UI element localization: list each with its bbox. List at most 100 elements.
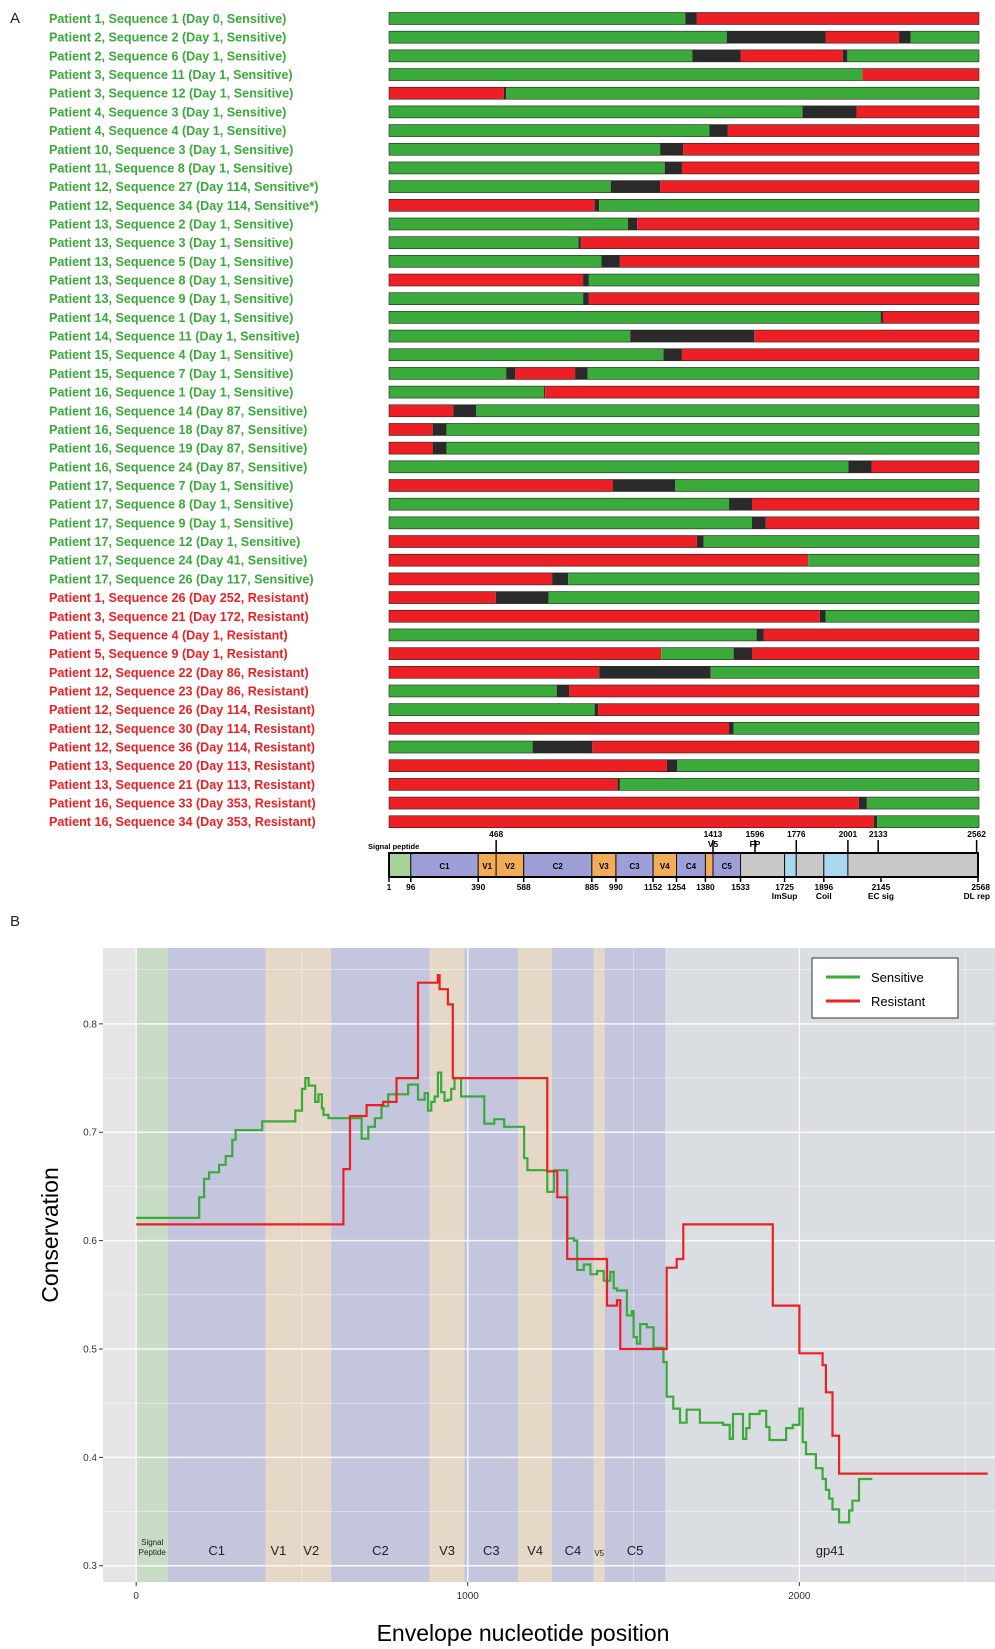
- genome-bottom-label: 990: [609, 882, 623, 892]
- genome-bottom-label: 1533: [731, 882, 750, 892]
- sequence-row: Patient 13, Sequence 9 (Day 1, Sensitive…: [49, 292, 980, 306]
- bar-segment-resistant: [763, 628, 979, 641]
- bar-segment-resistant: [660, 180, 979, 193]
- sequence-row: Patient 2, Sequence 2 (Day 1, Sensitive): [49, 30, 980, 45]
- genome-segment: [740, 852, 786, 878]
- y-tick-label: 0.8: [83, 1019, 97, 1030]
- bar-segment-sensitive: [389, 180, 611, 193]
- row-label: Patient 3, Sequence 12 (Day 1, Sensitive…: [49, 87, 293, 101]
- bar-segment-sensitive: [389, 292, 584, 305]
- bar-segment-resistant: [389, 479, 614, 492]
- bar-outline: [388, 665, 980, 679]
- bar-outline: [388, 572, 980, 586]
- region-label: V3: [439, 1543, 455, 1558]
- x-axis-title: Envelope nucleotide position: [377, 1620, 670, 1646]
- row-label: Patient 17, Sequence 9 (Day 1, Sensitive…: [49, 516, 293, 530]
- sequence-row: Patient 15, Sequence 7 (Day 1, Sensitive…: [49, 367, 980, 381]
- bar-outline: [388, 516, 980, 530]
- genome-segment-label: C4: [686, 862, 697, 871]
- bar-outline: [388, 441, 980, 455]
- bar-outline: [388, 460, 980, 474]
- bar-outline: [388, 740, 980, 754]
- panel-a: A Patient 1, Sequence 1 (Day 0, Sensitiv…: [10, 10, 990, 901]
- bar-segment-resistant: [389, 778, 618, 791]
- y-tick-label: 0.6: [83, 1236, 97, 1247]
- sequence-row: Patient 16, Sequence 19 (Day 87, Sensiti…: [49, 441, 980, 456]
- signal-peptide-label: Signal peptide: [368, 842, 419, 851]
- genome-bottom-label: Coil: [816, 891, 832, 901]
- row-label: Patient 17, Sequence 12 (Day 1, Sensitiv…: [49, 535, 300, 549]
- sequence-row: Patient 13, Sequence 5 (Day 1, Sensitive…: [49, 255, 980, 269]
- bar-segment-sensitive: [389, 311, 881, 324]
- region-label: C5: [627, 1543, 644, 1558]
- bar-segment-sensitive: [389, 236, 579, 249]
- row-label: Patient 1, Sequence 26 (Day 252, Resista…: [49, 591, 309, 605]
- genome-segment-label: V3: [599, 862, 609, 871]
- series-line-sensitive: [136, 1071, 873, 1524]
- bar-segment-sensitive: [389, 49, 693, 62]
- bar-segment-sensitive: [619, 778, 979, 791]
- row-label: Patient 11, Sequence 8 (Day 1, Sensitive…: [49, 161, 293, 175]
- bar-segment-resistant: [871, 460, 979, 473]
- genome-segment: [591, 852, 617, 878]
- bar-outline: [388, 311, 980, 324]
- bar-segment-gap: [532, 741, 593, 754]
- bar-segment-resistant: [389, 274, 584, 287]
- bar-segment-sensitive: [389, 31, 727, 44]
- bar-segment-gap: [594, 703, 599, 716]
- sequence-row: Patient 17, Sequence 24 (Day 41, Sensiti…: [49, 553, 980, 568]
- genome-bottom-label: 2145: [872, 882, 891, 892]
- sequence-row: Patient 1, Sequence 1 (Day 0, Sensitive): [49, 12, 980, 26]
- bar-outline: [388, 759, 980, 773]
- bar-segment-gap: [692, 49, 741, 62]
- region-label: V2: [303, 1543, 319, 1558]
- bar-segment-resistant: [389, 815, 874, 828]
- sequence-row: Patient 12, Sequence 36 (Day 114, Resist…: [49, 740, 980, 755]
- bar-outline: [388, 553, 980, 567]
- bar-segment-resistant: [389, 722, 730, 735]
- genome-segment-label: C1: [439, 862, 450, 871]
- sequence-row: Patient 11, Sequence 8 (Day 1, Sensitive…: [49, 161, 980, 175]
- row-label: Patient 17, Sequence 24 (Day 41, Sensiti…: [49, 554, 307, 568]
- region-label: V1: [270, 1543, 286, 1558]
- bar-segment-resistant: [681, 161, 979, 174]
- bar-segment-gap: [756, 628, 764, 641]
- bar-segment-gap: [848, 460, 872, 473]
- row-label: Patient 17, Sequence 26 (Day 117, Sensit…: [49, 572, 314, 586]
- bar-segment-sensitive: [389, 498, 730, 511]
- bar-outline: [388, 180, 980, 193]
- bar-segment-resistant: [389, 591, 496, 604]
- bar-segment-resistant: [740, 49, 843, 62]
- bar-segment-gap: [899, 31, 911, 44]
- bar-outline: [388, 348, 980, 362]
- bar-outline: [388, 385, 980, 399]
- y-tick-label: 0.4: [83, 1453, 97, 1464]
- bar-segment-gap: [696, 535, 704, 548]
- bar-segment-gap: [819, 610, 826, 623]
- row-label: Patient 10, Sequence 3 (Day 1, Sensitive…: [49, 143, 293, 157]
- bar-segment-sensitive: [808, 554, 979, 567]
- axes: 0.3 0.4 0.5 0.6 0.7 0.8 0 1000 2000: [83, 1019, 811, 1602]
- sequence-row: Patient 17, Sequence 8 (Day 1, Sensitive…: [49, 498, 980, 512]
- bar-segment-resistant: [389, 87, 504, 100]
- sequence-row: Patient 13, Sequence 3 (Day 1, Sensitive…: [49, 236, 980, 250]
- genome-bottom-label: 885: [585, 882, 599, 892]
- sequence-row: Patient 17, Sequence 12 (Day 1, Sensitiv…: [49, 535, 980, 549]
- bar-segment-resistant: [580, 236, 979, 249]
- sequence-row: Patient 12, Sequence 22 (Day 86, Resista…: [49, 665, 980, 680]
- bar-segment-resistant: [882, 311, 979, 324]
- bar-outline: [388, 30, 980, 44]
- sequence-row: Patient 14, Sequence 11 (Day 1, Sensitiv…: [49, 330, 980, 344]
- bar-outline: [388, 255, 980, 268]
- region-band: [136, 948, 168, 1582]
- bar-segment-resistant: [389, 759, 667, 772]
- sequence-row: Patient 13, Sequence 20 (Day 113, Resist…: [49, 759, 980, 773]
- bar-segment-resistant: [515, 367, 576, 380]
- genome-bottom-label: 588: [517, 882, 531, 892]
- genome-bottom-label: 96: [406, 882, 416, 892]
- genome-top-label: 2133: [869, 829, 888, 839]
- region-band: [518, 948, 552, 1582]
- row-label: Patient 16, Sequence 1 (Day 1, Sensitive…: [49, 386, 293, 400]
- bar-segment-sensitive: [847, 49, 979, 62]
- genome-bottom-label: DL rep: [964, 891, 990, 901]
